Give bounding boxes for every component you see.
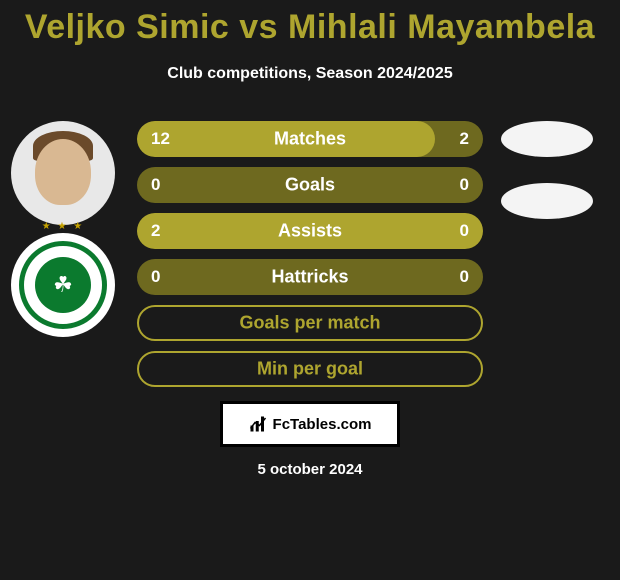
stat-right-value: 0 [460, 221, 469, 241]
stat-label: Hattricks [137, 267, 483, 288]
comparison-content: ★ ★ ★ ☘ 12 Matches 2 0 Goals 0 2 Assists [0, 121, 620, 478]
stat-row-goals-per-match: Goals per match [137, 305, 483, 341]
stat-row-hattricks: 0 Hattricks 0 [137, 259, 483, 295]
subtitle: Club competitions, Season 2024/2025 [0, 65, 620, 83]
stat-right-value: 0 [460, 267, 469, 287]
stat-row-goals: 0 Goals 0 [137, 167, 483, 203]
stat-label: Goals per match [139, 313, 481, 334]
player-right-avatar-placeholder [501, 121, 593, 157]
footer-brand-badge[interactable]: FcTables.com [220, 401, 400, 447]
club-badge-core: ☘ [35, 257, 91, 313]
chart-icon [249, 415, 267, 433]
stat-label: Goals [137, 175, 483, 196]
stat-label: Matches [137, 129, 483, 150]
stat-right-value: 2 [460, 129, 469, 149]
stat-row-matches: 12 Matches 2 [137, 121, 483, 157]
stat-row-assists: 2 Assists 0 [137, 213, 483, 249]
player-left-avatar [11, 121, 115, 225]
page-title: Veljko Simic vs Mihlali Mayambela [0, 0, 620, 47]
stat-bars: 12 Matches 2 0 Goals 0 2 Assists 0 0 Hat… [137, 121, 483, 387]
footer-brand-text: FcTables.com [273, 416, 372, 433]
player-right-club-placeholder [501, 183, 593, 219]
club-badge-ring: ☘ [19, 241, 107, 329]
club-stars: ★ ★ ★ [42, 221, 84, 232]
player-right-column [492, 121, 602, 219]
stat-row-min-per-goal: Min per goal [137, 351, 483, 387]
stat-label: Assists [137, 221, 483, 242]
avatar-face [35, 139, 91, 205]
stat-right-value: 0 [460, 175, 469, 195]
player-left-column: ★ ★ ★ ☘ [8, 121, 118, 337]
player-left-club-badge: ★ ★ ★ ☘ [11, 233, 115, 337]
date-label: 5 october 2024 [0, 461, 620, 478]
stat-label: Min per goal [139, 359, 481, 380]
